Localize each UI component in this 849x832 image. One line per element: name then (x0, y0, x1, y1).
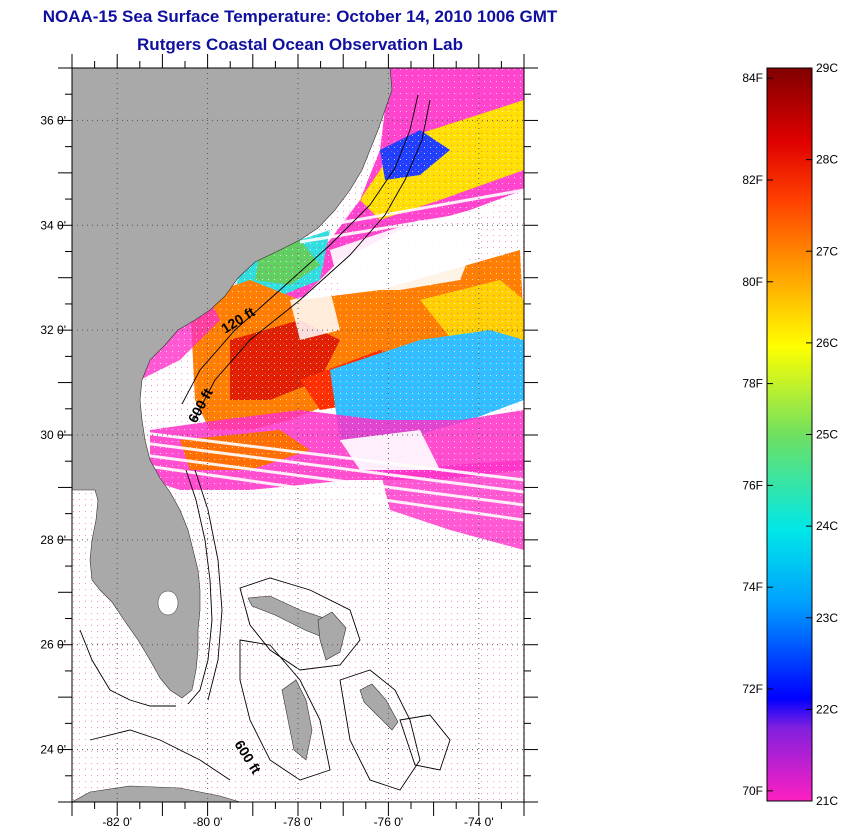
colorbar-label-c: 22C (816, 702, 838, 716)
map-title: NOAA-15 Sea Surface Temperature: October… (42, 7, 558, 26)
graticule (72, 68, 524, 802)
map-subtitle: Rutgers Coastal Ocean Observation Lab (137, 35, 463, 54)
colorbar-label-f: 84F (742, 71, 763, 85)
cuba-landmass (72, 785, 241, 802)
lat-tick-label: 28 0' (40, 533, 66, 547)
colorbar-label-f: 74F (742, 580, 763, 594)
lat-tick-label: 32 0' (40, 323, 66, 337)
lon-tick-label: -80 0' (193, 815, 223, 829)
colorbar-label-c: 28C (816, 153, 838, 167)
lat-tick-label: 30 0' (40, 428, 66, 442)
lon-tick-label: -82 0' (102, 815, 132, 829)
lon-tick-label: -74 0' (464, 815, 494, 829)
colorbar-label-f: 82F (742, 173, 763, 187)
lat-tick-label: 24 0' (40, 743, 66, 757)
colorbar-fahrenheit-labels: 84F 82F 80F 78F 76F 74F 72F 70F (742, 71, 773, 798)
colorbar-label-f: 78F (742, 377, 763, 391)
bathymetry-contours (79, 94, 451, 791)
colorbar-label-c: 27C (816, 244, 838, 258)
lon-tick-label: -76 0' (374, 815, 404, 829)
lake-okeechobee (157, 590, 179, 616)
swath-stripes (119, 188, 524, 522)
colorbar-label-c: 29C (816, 61, 838, 75)
longitude-tick-labels: -82 0' -80 0' -78 0' -76 0' -74 0' (102, 815, 493, 829)
colorbar-label-f: 80F (742, 275, 763, 289)
colorbar-label-f: 72F (742, 682, 763, 696)
colorbar-label-f: 70F (742, 784, 763, 798)
colorbar-label-c: 26C (816, 336, 838, 350)
latitude-tick-labels: 24 0' 26 0' 28 0' 30 0' 32 0' 34 0' 36 0' (40, 113, 66, 756)
axis-ticks (58, 54, 538, 816)
lat-tick-label: 36 0' (40, 113, 66, 127)
lon-tick-label: -78 0' (283, 815, 313, 829)
colorbar-bar (766, 67, 813, 802)
colorbar-label-c: 24C (816, 519, 838, 533)
colorbar-label-c: 21C (816, 794, 838, 808)
colorbar-celsius-labels: 29C 28C 27C 26C 25C 24C 23C 22C 21C (806, 61, 838, 808)
colorbar-label-c: 23C (816, 611, 838, 625)
lat-tick-label: 26 0' (40, 638, 66, 652)
temperature-colorbar: 29C 28C 27C 26C 25C 24C 23C 22C 21C 84F 82F 80F 78F… (742, 61, 838, 808)
map-panel: 24 0' 26 0' 28 0' 30 0' 32 0' 34 0' 36 0' -82 … (40, 54, 538, 829)
colorbar-label-c: 25C (816, 428, 838, 442)
colorbar-label-f: 76F (742, 478, 763, 492)
lat-tick-label: 34 0' (40, 218, 66, 232)
bahamas-island-abaco (317, 611, 347, 661)
